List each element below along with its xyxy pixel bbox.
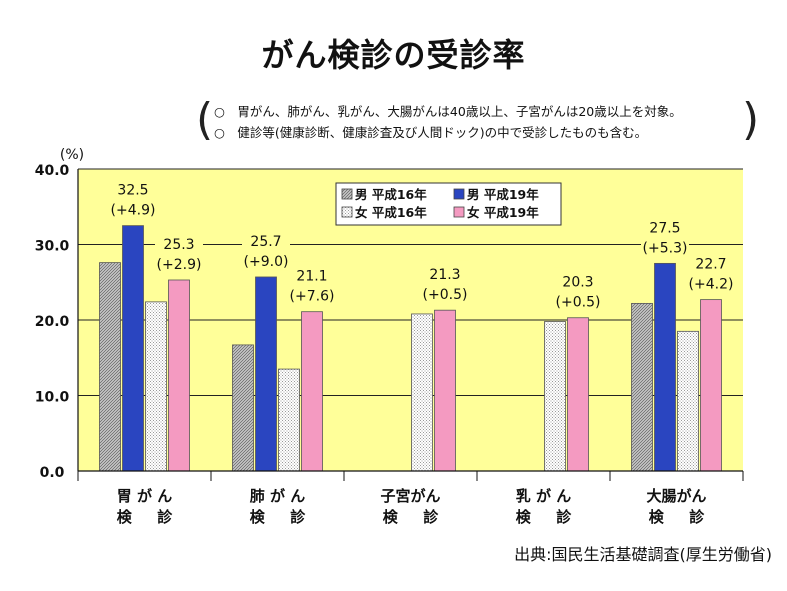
data-label-bg: [155, 229, 203, 274]
data-label-bg: [109, 175, 157, 220]
data-label-bg: [242, 226, 290, 271]
data-label: 22.7: [695, 257, 726, 273]
legend-swatch-female-h19: [453, 206, 465, 218]
data-label: 27.5: [649, 220, 680, 236]
x-category-label: 大腸がん: [646, 487, 706, 505]
bar-female-h16: [145, 301, 167, 472]
note-line-1: ○ 胃がん、肺がん、乳がん、大腸がんは40歳以上、子宮がんは20歳以上を対象。: [214, 104, 682, 119]
legend-label: 女 平成19年: [467, 205, 539, 220]
bar-female-h16: [411, 313, 433, 472]
data-label-bg: [288, 261, 336, 306]
x-category-label: 乳 が ん: [516, 487, 571, 505]
legend-box: [335, 182, 562, 226]
notes-close-paren: ): [742, 94, 760, 145]
bar-male-h19: [654, 262, 676, 472]
bar-male-h16: [232, 344, 254, 472]
data-label: 32.5: [117, 183, 148, 199]
y-tick-label: 40.0: [35, 163, 70, 179]
y-tick-label: 10.0: [35, 390, 70, 406]
chart-title: がん検診の受診率: [261, 36, 526, 74]
data-label-change: (+5.3): [643, 240, 688, 256]
x-category-label: 子宮がん: [380, 487, 440, 505]
bar-female-h19: [700, 299, 722, 472]
data-label-bg: [554, 267, 602, 312]
y-unit-label: (%): [60, 147, 84, 163]
x-category-label: 胃 が ん: [117, 487, 172, 505]
data-label-bg: [687, 249, 735, 294]
data-label-change: (+4.9): [111, 203, 156, 219]
data-label: 21.1: [296, 269, 327, 285]
source-credit: 出典:国民生活基礎調査(厚生労働省): [514, 545, 772, 564]
bar-female-h19: [434, 309, 456, 472]
x-category-label: 肺 が ん: [250, 487, 305, 505]
x-category-label: 検 診: [516, 508, 572, 526]
bar-female-h19: [301, 311, 323, 472]
bar-female-h16: [278, 368, 300, 472]
notes-box: ( ○ 胃がん、肺がん、乳がん、大腸がんは40歳以上、子宮がんは20歳以上を対象…: [196, 94, 760, 146]
data-label-change: (+9.0): [244, 254, 289, 270]
data-label-change: (+7.6): [290, 289, 335, 305]
y-tick-label: 30.0: [35, 239, 70, 255]
x-category-label: 検 診: [250, 508, 306, 526]
x-category-label: 検 診: [383, 508, 439, 526]
data-label-bg: [421, 260, 469, 305]
bar-male-h19: [255, 276, 277, 472]
bar-male-h16: [631, 302, 653, 472]
legend-swatch-male-h16: [341, 188, 353, 200]
data-label-bg: [641, 213, 689, 258]
y-tick-label: 0.0: [40, 465, 65, 481]
bar-male-h16: [99, 262, 121, 472]
data-label: 20.3: [562, 275, 593, 291]
data-label: 25.7: [250, 234, 281, 250]
notes-open-paren: (: [196, 94, 214, 145]
legend-label: 男 平成19年: [467, 187, 539, 202]
note-line-2: ○ 健診等(健康診断、健康診査及び人間ドック)の中で受診したものも含む。: [214, 125, 648, 140]
data-label-change: (+2.9): [157, 257, 202, 273]
legend-swatch-female-h16: [341, 206, 353, 218]
x-category-label: 検 診: [117, 508, 173, 526]
legend-label: 男 平成16年: [355, 187, 427, 202]
data-label-change: (+4.2): [689, 277, 734, 293]
bar-female-h19: [567, 317, 589, 472]
bar-male-h19: [122, 225, 144, 472]
data-label: 21.3: [429, 267, 460, 283]
bar-female-h19: [168, 279, 190, 472]
bar-female-h16: [677, 330, 699, 472]
legend-swatch-male-h19: [453, 188, 465, 200]
x-category-label: 検 診: [649, 508, 705, 526]
data-label: 25.3: [163, 237, 194, 253]
y-tick-label: 20.0: [35, 314, 70, 330]
legend-label: 女 平成16年: [355, 205, 427, 220]
data-label-change: (+0.5): [556, 295, 601, 311]
bar-female-h16: [544, 321, 566, 472]
data-label-change: (+0.5): [423, 287, 468, 303]
